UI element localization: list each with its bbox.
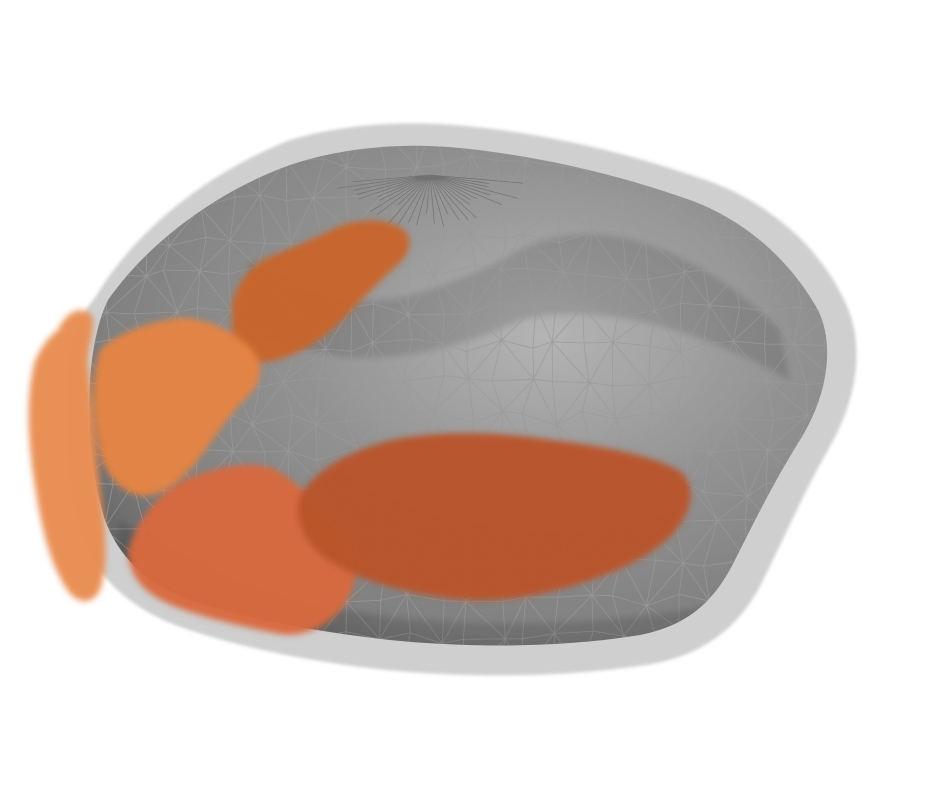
patch-bottom-dark-rust[interactable] [297,433,691,601]
patch-left-light-orange[interactable] [28,310,106,602]
mesh-crease-fan [337,174,523,227]
patch-upper-dark-orange[interactable] [232,220,410,363]
mesh-valley-shading [250,234,790,380]
patch-inner-medium-orange[interactable] [93,318,261,496]
